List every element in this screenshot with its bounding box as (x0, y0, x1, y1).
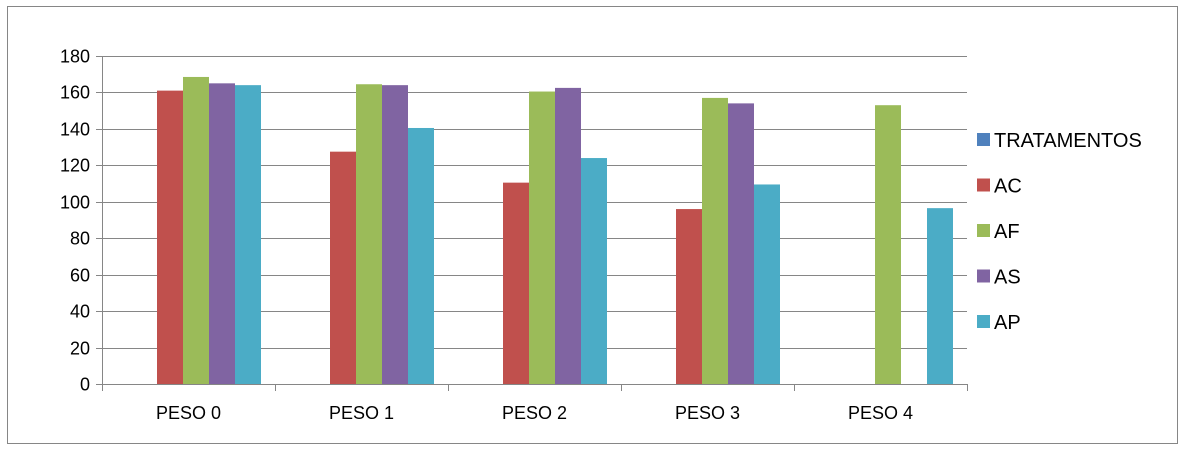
axes: 0 20 40 60 80 100 120 140 160 180 PESO 0 PESO 1 PESO… (60, 47, 968, 423)
y-tick-label: 180 (60, 47, 90, 67)
bar-ac-peso-2 (503, 182, 529, 384)
bar-af-peso-1 (356, 84, 382, 384)
legend-label-as: AS (994, 267, 1021, 289)
y-tick-label: 80 (70, 229, 90, 249)
bar-ap-peso-0 (235, 85, 261, 385)
bar-ap-peso-1 (408, 127, 434, 384)
legend-label-ac: AC (994, 176, 1022, 198)
bar-ac-peso-0 (157, 90, 183, 384)
y-tick-label: 140 (60, 120, 90, 140)
legend: TRATAMENTOS AC AF AS AP (977, 130, 1142, 334)
bar-ac-peso-3 (676, 209, 702, 384)
bar-as-peso-2 (555, 87, 581, 384)
x-tick-label: PESO 2 (502, 403, 567, 423)
x-tick-label: PESO 3 (675, 403, 740, 423)
legend-swatch-tratamentos (977, 133, 990, 146)
bar-as-peso-3 (728, 103, 754, 384)
legend-swatch-ap (977, 315, 990, 328)
bar-af-peso-2 (529, 91, 555, 385)
bar-ap-peso-2 (581, 158, 607, 384)
legend-swatch-ac (977, 178, 990, 192)
bar-as-peso-1 (382, 85, 408, 385)
legend-label-af: AF (994, 221, 1020, 243)
legend-swatch-as (977, 269, 990, 283)
y-tick-label: 20 (70, 339, 90, 359)
bar-af-peso-4 (875, 105, 901, 384)
legend-label-ap: AP (994, 312, 1021, 334)
bar-ac-peso-1 (330, 151, 356, 384)
y-tick-label: 60 (70, 266, 90, 286)
x-tick-label: PESO 0 (156, 403, 221, 423)
legend-label-tratamentos: TRATAMENTOS (994, 130, 1142, 152)
x-tick-label: PESO 1 (329, 403, 394, 423)
bar-as-peso-0 (209, 83, 235, 384)
bar-chart: 0 20 40 60 80 100 120 140 160 180 PESO 0 PESO 1 PESO… (60, 47, 1142, 424)
bar-af-peso-3 (702, 97, 728, 385)
legend-swatch-af (977, 224, 990, 237)
x-tick-label: PESO 4 (848, 403, 913, 423)
bar-ap-peso-4 (927, 208, 953, 384)
bar-ap-peso-3 (754, 184, 780, 384)
y-tick-label: 0 (80, 375, 90, 395)
chart-area: 0 20 40 60 80 100 120 140 160 180 PESO 0 PESO 1 PESO… (7, 6, 1178, 444)
y-tick-label: 100 (60, 193, 90, 213)
bar-af-peso-0 (183, 76, 209, 384)
y-tick-label: 120 (60, 156, 90, 176)
y-tick-label: 160 (60, 83, 90, 103)
y-tick-label: 40 (70, 302, 90, 322)
bars (157, 76, 953, 385)
